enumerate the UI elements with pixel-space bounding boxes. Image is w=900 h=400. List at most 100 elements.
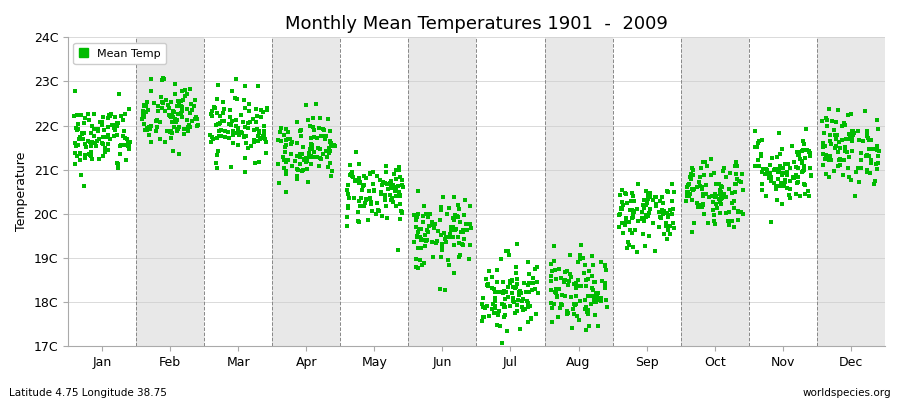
Point (616, 202, 630, 208)
Point (710, 205, 724, 212)
Point (726, 205, 741, 211)
Point (626, 212, 640, 219)
Point (96, 141, 111, 147)
Point (237, 134, 251, 140)
Point (238, 82, 252, 89)
Point (291, 166, 305, 172)
Point (312, 146, 327, 152)
Point (580, 277, 594, 283)
Point (486, 301, 500, 307)
Point (142, 124, 157, 130)
Point (565, 306, 580, 312)
Point (211, 82, 225, 88)
Point (788, 190, 803, 197)
Point (410, 211, 425, 217)
Point (548, 290, 562, 296)
Point (639, 214, 653, 220)
Point (167, 90, 182, 97)
Point (459, 221, 473, 227)
Point (850, 128, 865, 134)
Point (793, 156, 807, 162)
Point (860, 152, 874, 159)
Point (511, 297, 526, 304)
Point (326, 141, 340, 148)
Point (176, 126, 191, 132)
Point (443, 234, 457, 240)
Point (578, 306, 592, 312)
Point (111, 165, 125, 172)
Point (176, 131, 191, 138)
Point (489, 305, 503, 312)
Point (560, 311, 574, 318)
Point (580, 282, 594, 289)
Point (434, 254, 448, 260)
Point (514, 290, 528, 296)
Point (705, 193, 719, 200)
Point (829, 118, 843, 125)
Point (156, 99, 170, 106)
Point (701, 220, 716, 226)
Point (166, 119, 180, 126)
Point (767, 180, 781, 186)
Point (228, 95, 242, 102)
Point (184, 107, 199, 114)
Point (717, 190, 732, 197)
Point (184, 110, 198, 116)
Point (819, 154, 833, 160)
Point (687, 186, 701, 192)
Point (568, 302, 582, 308)
Point (551, 314, 565, 320)
Point (339, 187, 354, 194)
Point (77, 154, 92, 161)
Point (654, 215, 669, 222)
Point (734, 171, 749, 177)
Point (184, 100, 198, 107)
Point (144, 76, 158, 82)
Point (119, 157, 133, 164)
Point (779, 169, 794, 175)
Point (159, 97, 174, 103)
Point (726, 224, 741, 230)
Point (815, 162, 830, 168)
Point (248, 139, 262, 146)
Point (842, 174, 857, 180)
Point (708, 192, 723, 199)
Point (760, 166, 775, 173)
Point (81, 111, 95, 117)
Point (561, 282, 575, 288)
Point (252, 159, 266, 166)
Point (831, 149, 845, 156)
Point (816, 140, 831, 146)
Point (683, 171, 698, 177)
Point (496, 279, 510, 285)
Point (247, 126, 261, 133)
Point (436, 194, 451, 201)
Point (94, 140, 109, 146)
Point (587, 295, 601, 301)
Text: worldspecies.org: worldspecies.org (803, 388, 891, 398)
Point (860, 167, 874, 173)
Point (493, 322, 508, 329)
Point (238, 105, 253, 111)
Point (666, 206, 680, 212)
Point (381, 186, 395, 192)
Point (249, 113, 264, 119)
Point (411, 244, 426, 251)
Point (614, 206, 628, 212)
Point (410, 234, 425, 240)
Point (293, 128, 308, 134)
Point (860, 128, 875, 134)
Point (719, 210, 733, 216)
Point (795, 160, 809, 166)
Point (662, 214, 676, 220)
Point (620, 239, 634, 246)
Point (108, 127, 122, 133)
Point (250, 138, 265, 144)
Point (190, 116, 204, 122)
Point (804, 172, 818, 178)
Point (284, 136, 298, 142)
Point (572, 316, 587, 323)
Point (591, 323, 606, 329)
Point (614, 206, 628, 212)
Point (564, 325, 579, 331)
